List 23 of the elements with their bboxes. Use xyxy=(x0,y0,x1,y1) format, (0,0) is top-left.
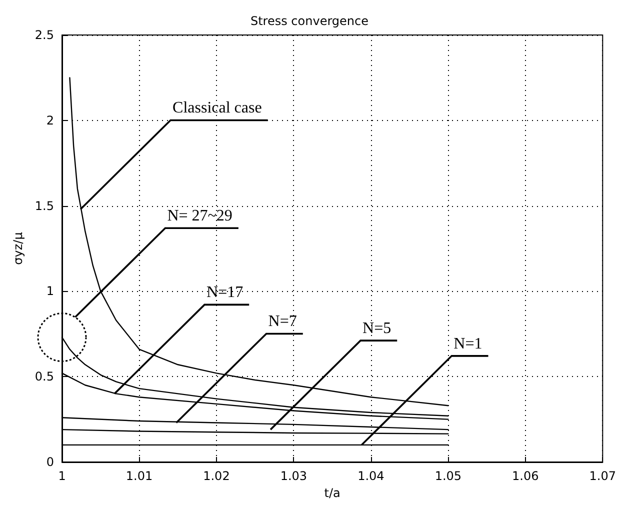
x-axis-title: t/a xyxy=(324,486,340,500)
y-tick-label: 1.5 xyxy=(34,198,54,213)
x-tick-label: 1.07 xyxy=(589,469,616,483)
annotation: Classical case xyxy=(172,100,262,117)
y-axis-title: σyz/μ xyxy=(11,232,26,265)
x-tick-label: 1.03 xyxy=(280,469,308,483)
x-tick-label: 1.02 xyxy=(203,469,230,483)
x-tick-label: 1.05 xyxy=(434,469,462,483)
x-tick-label: 1.04 xyxy=(358,469,384,483)
chart-title: Stress convergence xyxy=(250,14,369,28)
y-tick-label: 0 xyxy=(46,455,54,469)
x-tick-label: 1.01 xyxy=(126,469,153,483)
y-tick-label: 2 xyxy=(46,113,54,128)
annotation: N= 27~29 xyxy=(167,208,232,225)
y-tick-label: 2.5 xyxy=(34,28,54,42)
y-tick-label: 0.5 xyxy=(34,370,54,384)
x-tick-label: 1 xyxy=(58,469,66,483)
x-tick-label: 1.06 xyxy=(512,469,539,483)
annotation: N=17 xyxy=(206,284,244,302)
y-tick-label: 1 xyxy=(46,284,54,298)
annotation: N=5 xyxy=(362,320,392,338)
annotation: N=1 xyxy=(454,335,482,352)
annotation: N=7 xyxy=(268,313,297,330)
